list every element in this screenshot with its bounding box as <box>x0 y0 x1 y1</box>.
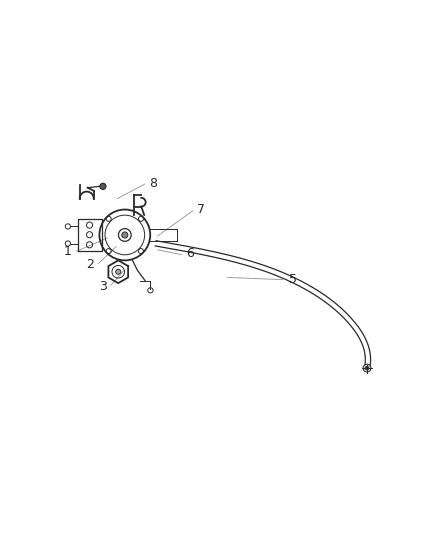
Text: 3: 3 <box>99 280 107 293</box>
Text: 8: 8 <box>149 177 157 190</box>
Circle shape <box>100 183 106 189</box>
Circle shape <box>116 269 121 274</box>
Text: 7: 7 <box>198 203 205 216</box>
Text: 6: 6 <box>187 247 194 260</box>
Circle shape <box>363 364 371 372</box>
Text: 2: 2 <box>86 258 94 271</box>
Text: 5: 5 <box>290 273 297 286</box>
Circle shape <box>365 366 369 370</box>
Circle shape <box>122 232 128 238</box>
Text: 1: 1 <box>64 245 72 257</box>
